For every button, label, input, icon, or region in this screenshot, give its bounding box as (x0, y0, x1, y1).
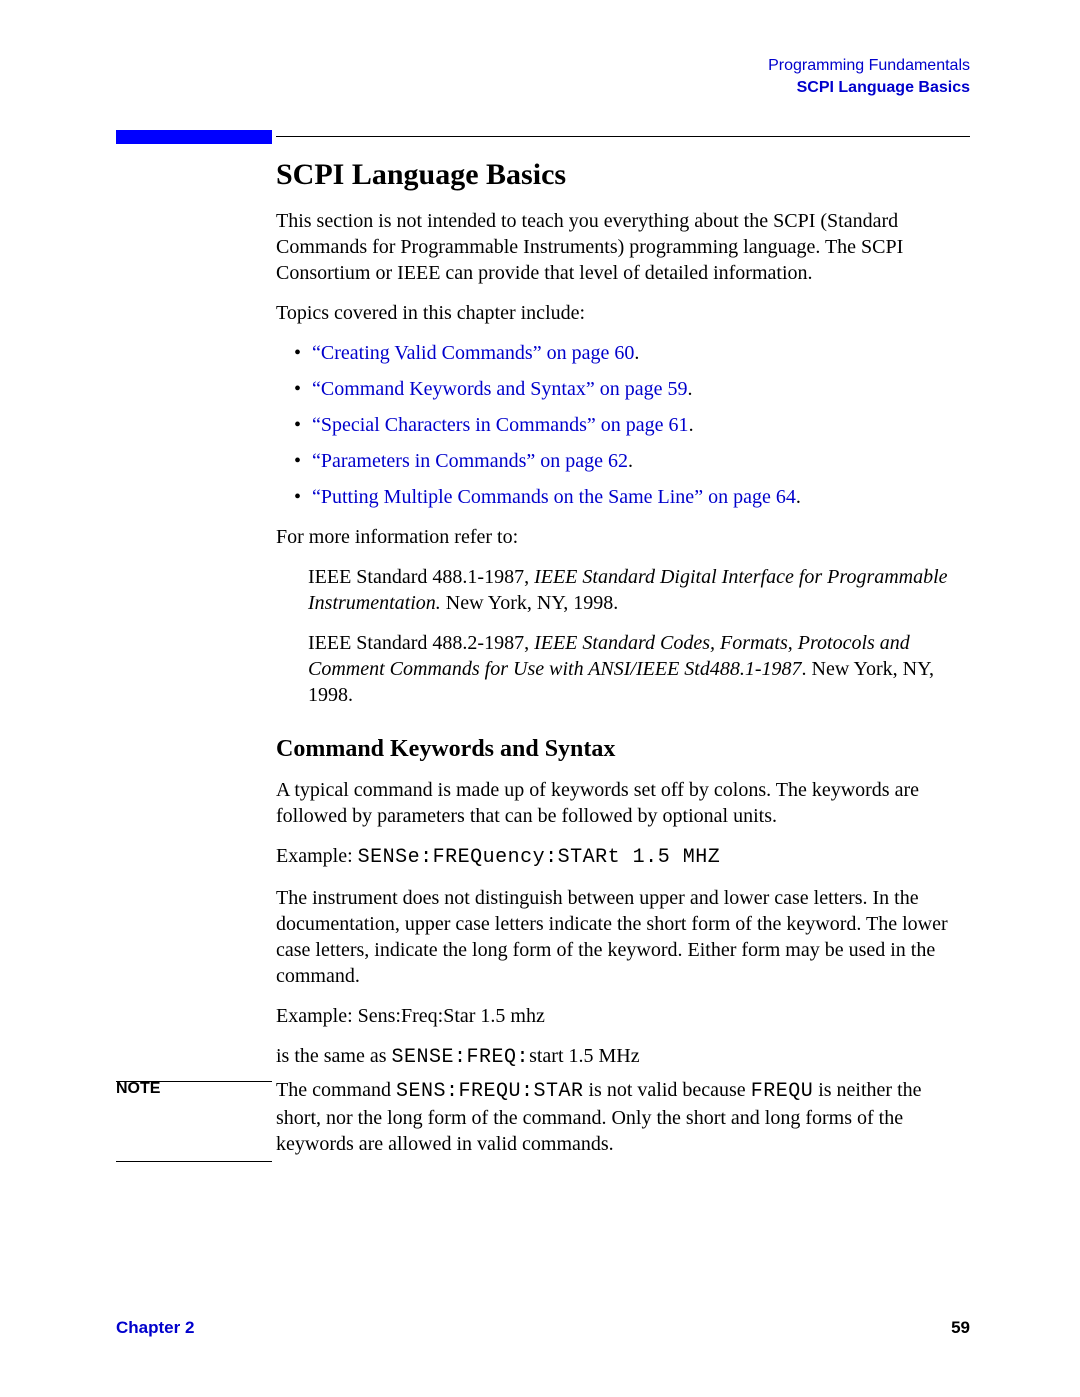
intro-paragraph: This section is not intended to teach yo… (276, 208, 970, 286)
period: . (634, 342, 639, 364)
topic-item: “Command Keywords and Syntax” on page 59… (294, 376, 970, 402)
example-code: SENSe:FREQuency:STARt 1.5 MHZ (358, 846, 721, 869)
same-post: start 1.5 MHz (529, 1045, 640, 1067)
example-label: Example: (276, 845, 358, 867)
topic-link[interactable]: “Putting Multiple Commands on the Same L… (312, 486, 796, 508)
page-title: SCPI Language Basics (276, 155, 970, 194)
topics-list: “Creating Valid Commands” on page 60. “C… (276, 340, 970, 510)
same-as: is the same as SENSE:FREQ:start 1.5 MHz (276, 1043, 970, 1071)
topic-link[interactable]: “Creating Valid Commands” on page 60 (312, 342, 634, 364)
period: . (689, 414, 694, 436)
page-footer: Chapter 2 59 (116, 1317, 970, 1339)
topic-item: “Special Characters in Commands” on page… (294, 412, 970, 438)
topic-item: “Putting Multiple Commands on the Same L… (294, 484, 970, 510)
note-body: The command SENS:FREQU:STAR is not valid… (276, 1077, 970, 1157)
subsection-heading: Command Keywords and Syntax (276, 734, 970, 765)
example-2: Example: Sens:Freq:Star 1.5 mhz (276, 1003, 970, 1029)
reference-2: IEEE Standard 488.2-1987, IEEE Standard … (308, 630, 970, 708)
note-code: SENS:FREQU:STAR (396, 1080, 584, 1103)
ref-post: New York, NY, 1998. (441, 592, 618, 614)
topic-item: “Parameters in Commands” on page 62. (294, 448, 970, 474)
ref-pre: IEEE Standard 488.1-1987, (308, 566, 534, 588)
section-accent-bar (116, 130, 272, 144)
running-header: Programming Fundamentals SCPI Language B… (768, 55, 970, 98)
section-rule (276, 136, 970, 137)
note-text: is not valid because (584, 1079, 751, 1101)
topic-link[interactable]: “Special Characters in Commands” on page… (312, 414, 689, 436)
footer-page-number: 59 (951, 1317, 970, 1339)
note-label: NOTE (116, 1079, 160, 1100)
ref-pre: IEEE Standard 488.2-1987, (308, 632, 534, 654)
footer-chapter: Chapter 2 (116, 1318, 194, 1337)
note-code: FREQU (751, 1080, 814, 1103)
period: . (687, 378, 692, 400)
period: . (628, 450, 633, 472)
paragraph: The instrument does not distinguish betw… (276, 885, 970, 989)
topic-item: “Creating Valid Commands” on page 60. (294, 340, 970, 366)
note-text: The command (276, 1079, 396, 1101)
header-section: Programming Fundamentals (768, 55, 970, 77)
header-title: SCPI Language Basics (768, 77, 970, 99)
note-rule-bottom (116, 1161, 272, 1162)
example-1: Example: SENSe:FREQuency:STARt 1.5 MHZ (276, 843, 970, 871)
paragraph: A typical command is made up of keywords… (276, 777, 970, 829)
page-content: SCPI Language Basics This section is not… (276, 155, 970, 1171)
references: IEEE Standard 488.1-1987, IEEE Standard … (276, 564, 970, 708)
more-info-lead: For more information refer to: (276, 524, 970, 550)
topics-lead: Topics covered in this chapter include: (276, 300, 970, 326)
topic-link[interactable]: “Parameters in Commands” on page 62 (312, 450, 628, 472)
same-pre: is the same as (276, 1045, 392, 1067)
topic-link[interactable]: “Command Keywords and Syntax” on page 59 (312, 378, 687, 400)
same-code: SENSE:FREQ: (392, 1046, 530, 1069)
period: . (796, 486, 801, 508)
reference-1: IEEE Standard 488.1-1987, IEEE Standard … (308, 564, 970, 616)
